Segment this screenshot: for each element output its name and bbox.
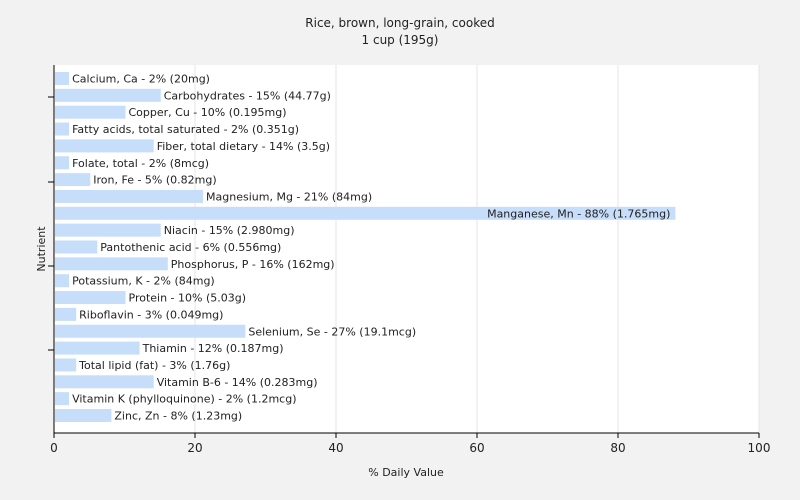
- bar-label: Folate, total - 2% (8mcg): [72, 157, 209, 170]
- bar: [55, 375, 154, 389]
- bar-label: Selenium, Se - 27% (19.1mcg): [248, 325, 416, 338]
- bar: [55, 240, 98, 254]
- plot-area: [54, 65, 759, 433]
- bar-label: Protein - 10% (5.03g): [129, 292, 247, 305]
- x-tick-label: 40: [328, 441, 343, 455]
- bar-label: Phosphorus, P - 16% (162mg): [171, 258, 335, 271]
- bar-label: Niacin - 15% (2.980mg): [164, 224, 295, 237]
- grid-lines: [194, 65, 760, 433]
- y-axis-label: Nutrient: [35, 226, 48, 272]
- bar-label: Manganese, Mn - 88% (1.765mg): [487, 207, 670, 220]
- bar: [55, 307, 77, 321]
- bar: [55, 274, 70, 288]
- x-tick-label: 80: [610, 441, 625, 455]
- x-tick-label: 100: [748, 441, 771, 455]
- bar-label: Copper, Cu - 10% (0.195mg): [129, 106, 287, 119]
- bar: [55, 409, 112, 422]
- bar-label: Riboflavin - 3% (0.049mg): [79, 308, 223, 321]
- axes: [48, 65, 759, 434]
- bar: [55, 156, 70, 170]
- bar-labels: Calcium, Ca - 2% (20mg) Carbohydrates - 1…: [72, 73, 670, 423]
- bar-label: Vitamin K (phylloquinone) - 2% (1.2mcg): [72, 393, 296, 406]
- bar-label: Zinc, Zn - 8% (1.23mg): [114, 410, 242, 423]
- bar: [55, 341, 140, 355]
- bar: [55, 392, 70, 406]
- bar-label: Pantothenic acid - 6% (0.556mg): [100, 241, 281, 254]
- bar-label: Calcium, Ca - 2% (20mg): [72, 73, 210, 86]
- bar-label: Vitamin B-6 - 14% (0.283mg): [157, 376, 318, 389]
- x-tick-label: 60: [469, 441, 484, 455]
- chart-title: Rice, brown, long-grain, cooked: [305, 16, 494, 30]
- bar-label: Magnesium, Mg - 21% (84mg): [206, 190, 372, 203]
- bar: [55, 105, 126, 119]
- bar-label: Iron, Fe - 5% (0.82mg): [93, 174, 216, 187]
- chart-subtitle: 1 cup (195g): [362, 33, 439, 47]
- bar: [55, 189, 204, 203]
- x-tick-label: 0: [50, 441, 58, 455]
- bar: [55, 257, 168, 271]
- bar: [55, 324, 246, 338]
- bar: [55, 358, 77, 372]
- bar: [55, 88, 161, 102]
- bar-label: Carbohydrates - 15% (44.77g): [164, 89, 331, 102]
- bar: [55, 173, 91, 187]
- bar-label: Fiber, total dietary - 14% (3.5g): [157, 140, 330, 153]
- bar: [55, 139, 154, 153]
- bar-label: Potassium, K - 2% (84mg): [72, 275, 215, 288]
- bar: [55, 291, 126, 305]
- x-tick-label: 20: [187, 441, 202, 455]
- bar-label: Total lipid (fat) - 3% (1.76g): [78, 359, 230, 372]
- bars: [55, 72, 676, 422]
- bar: [55, 206, 676, 220]
- x-ticks: 0 20 40 60 80 100: [50, 433, 770, 455]
- bar: [55, 223, 161, 237]
- bar-label: Fatty acids, total saturated - 2% (0.351…: [72, 123, 299, 136]
- x-axis-label: % Daily Value: [368, 466, 444, 479]
- bar: [55, 122, 70, 136]
- bar: [55, 72, 70, 85]
- bar-label: Thiamin - 12% (0.187mg): [142, 342, 284, 355]
